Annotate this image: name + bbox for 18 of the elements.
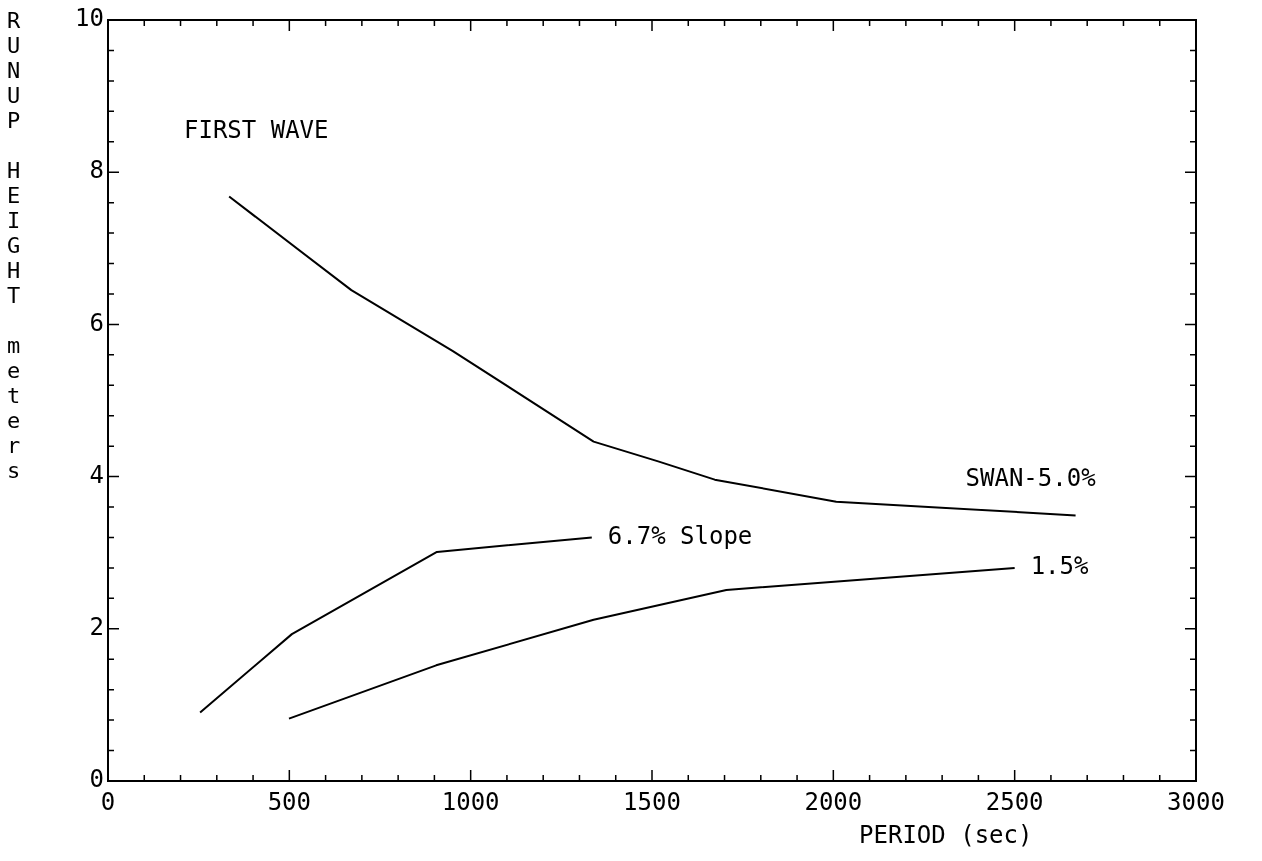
series-label: 1.5% — [1030, 552, 1090, 581]
x-axis-title: PERIOD (sec) — [859, 821, 1033, 850]
y-tick-label: 4 — [89, 460, 104, 489]
y-tick-label: 8 — [89, 156, 104, 185]
y-tick-label: 2 — [89, 613, 104, 642]
y-axis-title: RUNUP HEIGHT meters — [1, 8, 26, 483]
series-label: 6.7% Slope — [607, 521, 753, 550]
y-tick-label: 0 — [89, 765, 104, 794]
x-tick-label: 1500 — [623, 787, 681, 816]
x-tick-label: 1000 — [441, 787, 500, 816]
annotation: FIRST WAVE — [184, 116, 329, 145]
y-tick-label: 10 — [75, 4, 104, 33]
x-tick-label: 3000 — [1167, 787, 1225, 816]
x-tick-label: 2000 — [804, 787, 863, 816]
y-tick-label: 6 — [89, 308, 104, 337]
x-tick-label: 500 — [267, 787, 312, 816]
series-label: SWAN-5.0% — [965, 463, 1097, 492]
x-tick-label: 2500 — [985, 787, 1044, 816]
